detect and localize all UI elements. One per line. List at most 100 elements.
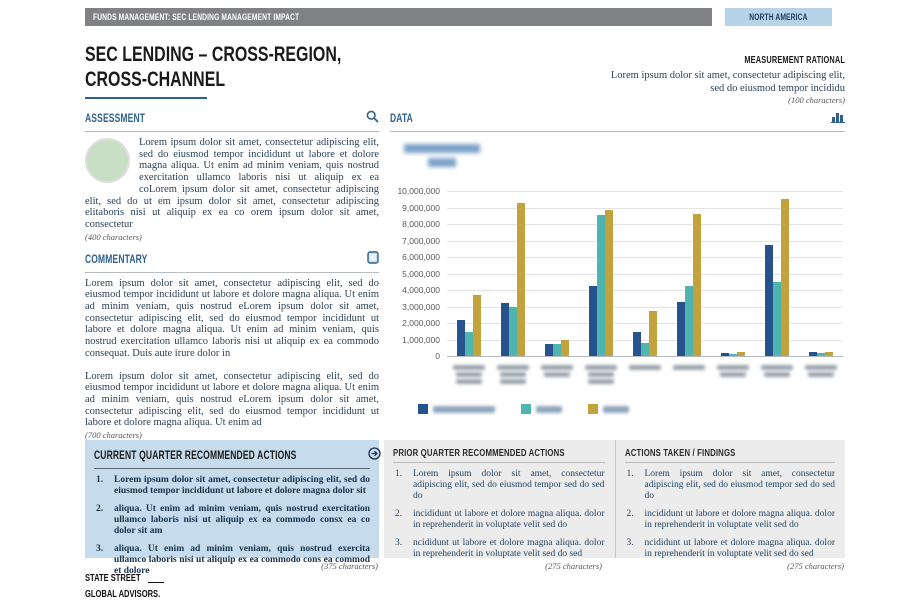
assessment-text: Lorem ipsum dolor sit amet, consectetur … <box>85 137 379 230</box>
actions-taken-header: ACTIONS TAKEN / FINDINGS <box>624 447 735 459</box>
x-label-redacted <box>667 365 711 372</box>
page-title-line2: CROSS-CHANNEL <box>85 68 226 91</box>
region-badge-label: NORTH AMERICA <box>749 12 808 22</box>
current-quarter-header-row: CURRENT QUARTER RECOMMENDED ACTIONS <box>94 447 381 469</box>
bar-series-1 <box>765 245 773 356</box>
y-tick-label: 4,000,000 <box>402 285 440 295</box>
bar-series-1 <box>545 344 553 356</box>
gridline <box>447 240 843 242</box>
region-badge: NORTH AMERICA <box>725 8 832 26</box>
bar-series-1 <box>589 285 597 356</box>
legend-swatch <box>521 404 531 414</box>
list-item: incididunt ut labore et dolore magna ali… <box>626 509 835 530</box>
bar-series-3 <box>605 209 613 356</box>
actions-char-count: (275 characters) <box>787 561 844 571</box>
commentary-body-block: Lorem ipsum dolor sit amet, consectetur … <box>85 278 379 429</box>
gridline <box>447 339 843 341</box>
bar-series-2 <box>729 353 737 356</box>
y-tick-label: 7,000,000 <box>402 235 440 246</box>
x-label-redacted <box>535 365 579 379</box>
x-label-redacted <box>755 365 799 379</box>
list-item: ncididunt ut labore et dolore magna aliq… <box>626 538 835 559</box>
bar-series-1 <box>501 303 509 356</box>
y-tick-label: 2,000,000 <box>402 318 440 328</box>
current-quarter-header: CURRENT QUARTER RECOMMENDED ACTIONS <box>94 450 297 462</box>
gridline <box>447 356 843 357</box>
measurement-rational: MEASUREMENT RATIONAL Lorem ipsum dolor s… <box>598 50 845 105</box>
legend-swatch <box>418 404 428 414</box>
data-header-row: DATA <box>390 110 845 132</box>
y-tick-label: 8,000,000 <box>402 219 440 229</box>
bar-series-2 <box>641 342 649 356</box>
assessment-header: ASSESSMENT <box>85 113 146 125</box>
bar-series-3 <box>781 199 789 356</box>
current-quarter-list: Lorem ipsum dolor sit amet, consectetur … <box>94 475 370 577</box>
bar-series-1 <box>457 319 465 356</box>
gridline <box>447 273 843 275</box>
gridline <box>447 224 843 225</box>
page-title: SEC LENDING – CROSS-REGION, CROSS-CHANNE… <box>85 42 341 92</box>
bar-series-1 <box>633 332 641 356</box>
grouped-bar-chart: 10,000,000 9,000,000 8,000,000 7,000,000 6,0… <box>390 128 845 428</box>
measurement-char-count: (100 characters) <box>788 95 845 105</box>
logo-line2: GLOBAL ADVISORS. <box>85 588 161 600</box>
left-column: ASSESSMENT Lorem ipsum dolor sit amet, c… <box>85 110 379 440</box>
bar-series-2 <box>817 352 825 356</box>
x-label-redacted <box>711 365 755 379</box>
top-banner: FUNDS MANAGEMENT: SEC LENDING MANAGEMENT… <box>85 8 712 26</box>
list-item: Lorem ipsum dolor sit amet, consectetur … <box>96 475 370 496</box>
y-tick-label: 3,000,000 <box>402 301 440 312</box>
commentary-header: COMMENTARY <box>85 253 148 266</box>
bar-series-3 <box>561 339 569 356</box>
data-header: DATA <box>390 113 413 125</box>
bar-series-2 <box>685 285 693 356</box>
prior-quarter-column: PRIOR QUARTER RECOMMENDED ACTIONS Lorem … <box>384 440 615 560</box>
bar-series-2 <box>553 344 561 356</box>
measurement-rational-header: MEASUREMENT RATIONAL <box>744 55 845 66</box>
prior-quarter-header: PRIOR QUARTER RECOMMENDED ACTIONS <box>393 447 565 459</box>
status-circle <box>85 138 130 183</box>
legend-item <box>588 404 629 414</box>
gridline <box>447 290 843 291</box>
legend-label-redacted <box>536 405 562 413</box>
legend-swatch <box>588 404 598 414</box>
measurement-rational-body: Lorem ipsum dolor sit amet, consectetur … <box>610 70 845 94</box>
history-box: PRIOR QUARTER RECOMMENDED ACTIONS Lorem … <box>384 440 845 560</box>
commentary-header-row: COMMENTARY <box>85 250 379 273</box>
data-column: DATA <box>390 110 845 132</box>
company-logo: STATE STREET GLOBAL ADVISORS. <box>85 572 189 602</box>
assessment-body-block: Lorem ipsum dolor sit amet, consectetur … <box>85 137 379 231</box>
prior-quarter-header-row: PRIOR QUARTER RECOMMENDED ACTIONS <box>393 447 605 463</box>
bar-series-2 <box>509 306 517 356</box>
y-tick-label: 6,000,000 <box>402 252 440 262</box>
arrow-circle-icon <box>367 447 381 465</box>
y-tick-label: 0 <box>435 351 440 361</box>
bar-series-3 <box>517 203 525 356</box>
x-label-redacted <box>579 365 623 386</box>
chart-plot-area <box>447 191 843 357</box>
gridline <box>447 207 843 209</box>
legend-item <box>521 404 562 414</box>
bar-series-3 <box>737 351 745 356</box>
bar-series-2 <box>597 214 605 356</box>
current-char-count: (375 characters) <box>321 561 378 571</box>
current-quarter-box: CURRENT QUARTER RECOMMENDED ACTIONS Lore… <box>85 440 381 576</box>
assessment-char-count: (400 characters) <box>85 231 142 242</box>
prior-quarter-list: Lorem ipsum dolor sit amet, consectetur … <box>393 469 605 560</box>
commentary-paragraph-1: Lorem ipsum dolor sit amet, consectetur … <box>85 277 379 359</box>
bar-series-1 <box>809 351 817 356</box>
bar-series-1 <box>677 301 685 356</box>
bar-series-2 <box>465 332 473 356</box>
gridline <box>447 257 843 258</box>
x-label-redacted <box>799 365 843 379</box>
y-tick-label: 1,000,000 <box>402 334 440 345</box>
legend-label-redacted <box>603 405 629 413</box>
commentary-paragraph-2: Lorem ipsum dolor sit amet, consectetur … <box>85 370 379 429</box>
bar-series-2 <box>773 281 781 356</box>
prior-char-count: (275 characters) <box>545 561 602 571</box>
actions-taken-header-row: ACTIONS TAKEN / FINDINGS <box>624 447 835 463</box>
assessment-header-row: ASSESSMENT <box>85 110 379 132</box>
x-label-redacted <box>623 365 667 372</box>
page-title-line1: SEC LENDING – CROSS-REGION, <box>85 43 342 66</box>
